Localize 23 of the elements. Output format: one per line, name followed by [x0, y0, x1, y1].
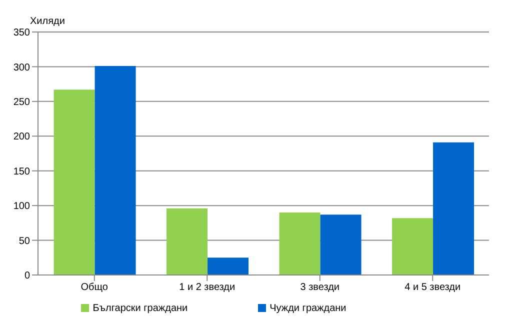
y-tick-label: 250: [13, 96, 30, 108]
x-tick-label: 3 звезди: [300, 282, 340, 294]
bar: [54, 90, 95, 275]
bar: [208, 258, 249, 275]
bar: [433, 142, 474, 275]
legend-label: Чужди граждани: [270, 303, 346, 314]
x-tick-label: 4 и 5 звезди: [404, 282, 461, 294]
legend-label: Български граждани: [92, 303, 188, 314]
x-tick-label: 1 и 2 звезди: [179, 282, 236, 294]
bar: [279, 212, 320, 275]
y-tick-label: 50: [18, 236, 30, 247]
bar: [392, 218, 434, 275]
y-tick-label: 150: [13, 166, 30, 178]
y-tick-label: 300: [13, 62, 30, 74]
bar: [94, 66, 136, 275]
x-tick-label: Общо: [80, 282, 108, 294]
y-axis-title: Хиляди: [30, 16, 65, 27]
y-tick-label: 0: [24, 270, 30, 282]
bar: [320, 214, 362, 275]
y-tick-label: 200: [13, 132, 30, 143]
y-tick-label: 100: [13, 201, 30, 212]
y-tick-label: 350: [13, 28, 30, 39]
bar: [166, 208, 208, 275]
